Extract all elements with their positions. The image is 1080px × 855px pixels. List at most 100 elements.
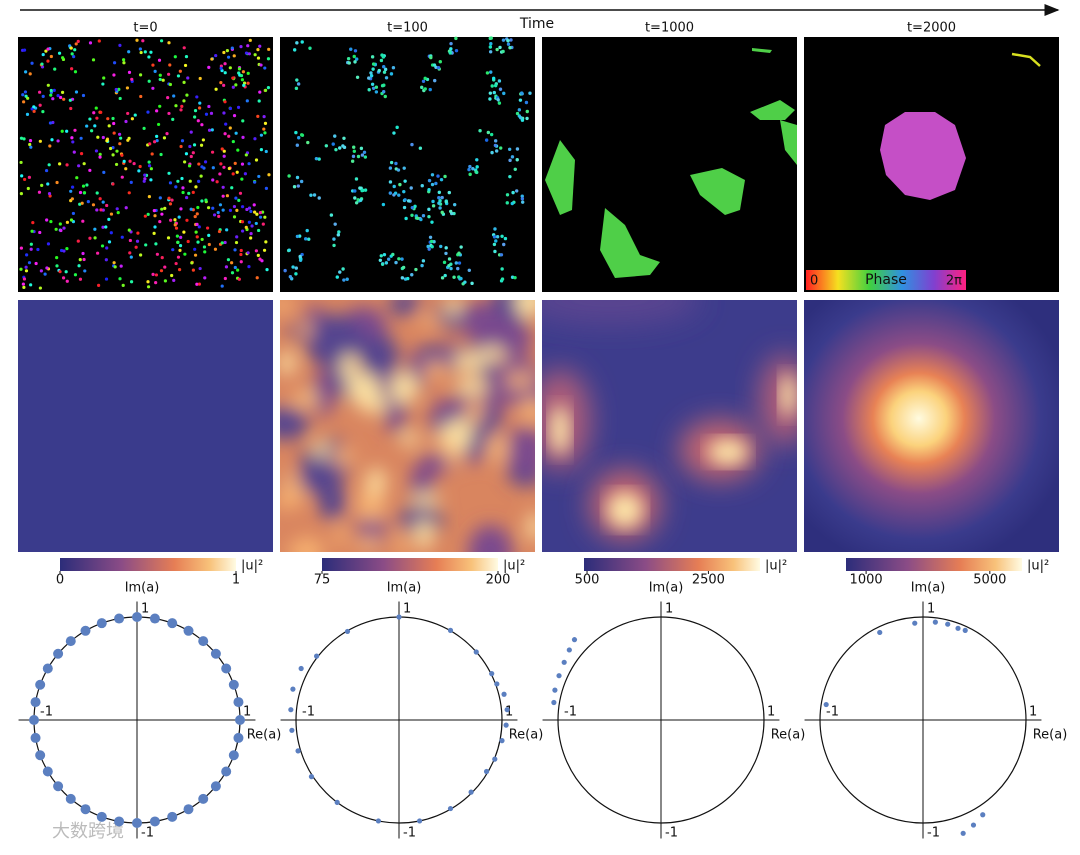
particle <box>214 53 218 58</box>
particle <box>295 234 300 239</box>
particle <box>410 205 415 210</box>
particle <box>449 266 453 271</box>
particle <box>510 201 514 206</box>
particle <box>193 214 197 219</box>
data-point <box>96 811 107 822</box>
intensity-blob <box>369 467 385 487</box>
particle <box>232 54 236 58</box>
particle <box>119 136 123 140</box>
particle <box>118 43 122 47</box>
data-point <box>233 732 244 743</box>
particle <box>226 258 231 262</box>
particle <box>240 220 245 224</box>
particle <box>500 234 504 238</box>
particle <box>180 176 184 181</box>
particle <box>256 114 260 118</box>
particle <box>396 168 401 172</box>
particle <box>203 250 207 254</box>
particle <box>129 255 133 259</box>
particle <box>421 79 426 83</box>
particle <box>292 184 297 189</box>
particle <box>41 52 45 57</box>
particle <box>180 139 185 143</box>
particle <box>105 139 109 143</box>
intensity-blob <box>331 447 355 466</box>
data-point <box>447 805 454 812</box>
particle <box>471 167 475 171</box>
particle <box>32 109 36 113</box>
particle-cluster <box>780 120 797 165</box>
particle <box>198 106 202 110</box>
particle <box>200 123 204 127</box>
particle <box>49 88 53 93</box>
particle <box>296 184 301 188</box>
particle <box>258 44 262 48</box>
particle <box>242 83 246 88</box>
particle <box>26 96 30 100</box>
particle <box>107 124 111 128</box>
particle <box>102 76 106 80</box>
x-axis-label: Re(a) <box>509 728 544 743</box>
particle <box>314 156 319 161</box>
particle <box>192 143 197 147</box>
data-point <box>492 756 498 762</box>
particle <box>198 266 202 271</box>
particle <box>287 174 291 178</box>
particle <box>211 178 215 182</box>
particle <box>438 206 442 210</box>
particle <box>528 91 532 95</box>
x-tick-label: 1 <box>243 705 251 720</box>
particle <box>176 74 181 78</box>
particle <box>430 220 434 224</box>
particle <box>353 189 357 193</box>
particle <box>391 66 396 70</box>
data-point <box>167 618 178 629</box>
particle <box>247 206 252 210</box>
particle <box>288 275 293 279</box>
particle <box>338 146 342 150</box>
particle <box>45 266 49 270</box>
particle <box>153 69 157 73</box>
particle <box>78 258 82 262</box>
particle <box>215 180 219 184</box>
particle <box>353 196 357 200</box>
particle <box>371 67 375 71</box>
intensity-texture <box>542 300 797 540</box>
data-point <box>962 627 968 633</box>
particle <box>174 226 179 230</box>
particle <box>317 157 321 161</box>
particle <box>246 81 250 85</box>
particle <box>433 78 437 83</box>
particle <box>248 38 252 42</box>
particle <box>68 98 72 102</box>
particle <box>191 151 195 155</box>
data-point <box>473 649 479 655</box>
particle <box>147 55 151 59</box>
particle <box>517 108 522 112</box>
particle <box>384 76 389 80</box>
particle <box>429 239 434 244</box>
data-point <box>35 750 46 761</box>
particle <box>525 116 529 121</box>
particle <box>491 76 496 80</box>
particle <box>85 124 89 128</box>
intensity-blob <box>360 334 399 378</box>
particle <box>122 159 126 163</box>
particle <box>21 93 25 97</box>
particle <box>158 219 162 224</box>
particle <box>262 115 266 119</box>
particle <box>359 146 364 151</box>
particle <box>187 191 191 195</box>
data-point <box>489 671 495 677</box>
particle <box>114 162 119 167</box>
data-point <box>42 663 53 674</box>
particle <box>179 207 183 211</box>
particle <box>200 237 204 242</box>
intensity-blob <box>426 435 449 446</box>
particle <box>447 257 452 261</box>
particle <box>438 59 442 64</box>
particle <box>166 236 171 240</box>
particle <box>335 275 339 279</box>
particle <box>296 82 301 86</box>
